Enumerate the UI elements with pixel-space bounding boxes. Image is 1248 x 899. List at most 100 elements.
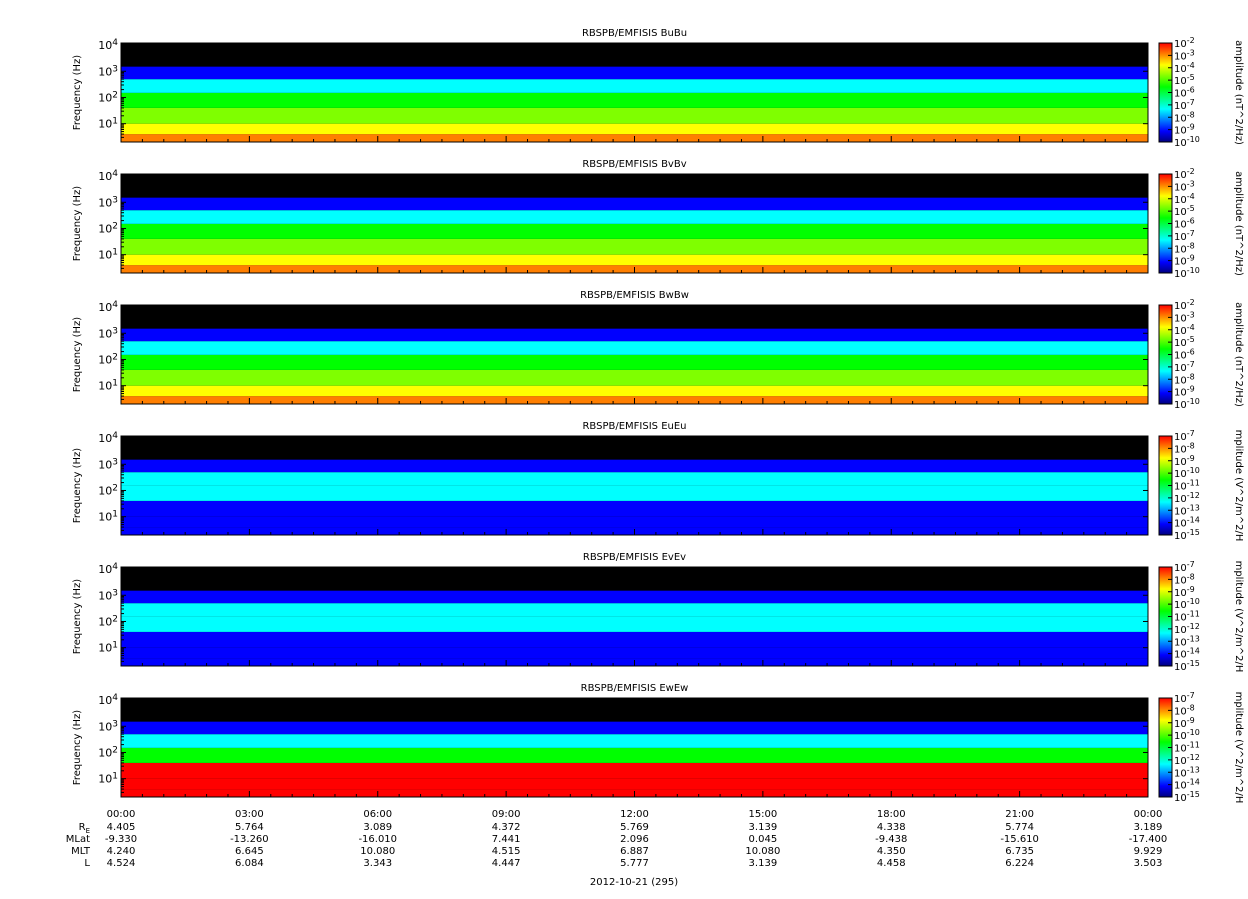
colorbar-tick-label-base: 10 [1174, 756, 1187, 767]
date-label: 2012-10-21 (295) [590, 877, 678, 888]
colorbar-tick-label-base: 10 [1174, 269, 1187, 280]
ephemeris-name: L [84, 858, 90, 869]
colorbar-tick-label-exponent: -14 [1187, 647, 1200, 656]
spectrogram-band [121, 92, 1148, 108]
y-tick-label-exponent: 3 [112, 588, 118, 598]
y-axis-label: Frequency (Hz) [72, 710, 83, 786]
y-tick-label: 103 [98, 326, 118, 340]
y-tick-label-exponent: 2 [112, 745, 118, 755]
spectrogram-band [121, 66, 1148, 80]
spectrogram-band [121, 459, 1148, 473]
ephemeris-value: -15.610 [1000, 834, 1039, 845]
colorbar-tick-label-exponent: -8 [1187, 572, 1195, 581]
colorbar-tick-label: 10-13 [1174, 634, 1200, 648]
colorbar-tick-label-exponent: -6 [1187, 217, 1195, 226]
ephemeris-value: 5.769 [620, 822, 649, 833]
colorbar-tick-label-exponent: -3 [1187, 48, 1195, 57]
colorbar-tick-label: 10-9 [1174, 716, 1195, 730]
colorbar-tick-label-exponent: -8 [1187, 703, 1195, 712]
y-tick-label: 103 [98, 588, 118, 602]
colorbar-tick-label-exponent: -7 [1187, 98, 1195, 107]
y-tick-label-exponent: 4 [112, 38, 118, 48]
panel-title: RBSPB/EMFISIS BvBv [582, 159, 686, 170]
colorbar-tick-label-exponent: -13 [1187, 634, 1200, 643]
colorbar-tick-label-exponent: -11 [1187, 479, 1200, 488]
y-tick-label: 101 [98, 379, 118, 393]
colorbar-tick-label-base: 10 [1174, 531, 1187, 542]
colorbar-tick-label: 10-10 [1174, 266, 1200, 280]
colorbar-tick-label: 10-10 [1174, 466, 1200, 480]
colorbar-tick-label-exponent: -9 [1187, 385, 1195, 394]
ephemeris-value: 3.139 [749, 822, 778, 833]
colorbar-tick-label-exponent: -12 [1187, 491, 1200, 500]
y-tick-label-base: 10 [98, 222, 112, 235]
ephemeris-value: -17.400 [1129, 834, 1168, 845]
ephemeris-value: 3.089 [363, 822, 392, 833]
y-tick-label-exponent: 4 [112, 300, 118, 310]
spectrogram-band [121, 603, 1148, 617]
colorbar-tick-label-base: 10 [1174, 375, 1187, 386]
y-tick-label-exponent: 4 [112, 169, 118, 179]
spectrogram-band [121, 238, 1148, 255]
spectrogram-band [121, 762, 1148, 779]
colorbar-tick-label-exponent: -10 [1187, 266, 1200, 275]
x-tick-label: 21:00 [1005, 809, 1034, 820]
y-tick-label: 104 [98, 300, 118, 314]
ephemeris-name: MLT [71, 846, 91, 857]
colorbar-tick-label: 10-12 [1174, 622, 1200, 636]
colorbar-tick-label-exponent: -7 [1187, 560, 1195, 569]
ephemeris-value: -13.260 [230, 834, 269, 845]
spectrogram-band [121, 385, 1148, 397]
colorbar-tick-label-base: 10 [1174, 232, 1187, 243]
y-tick-label-exponent: 3 [112, 457, 118, 467]
colorbar-tick-label-exponent: -9 [1187, 454, 1195, 463]
spectrogram-band [121, 734, 1148, 748]
colorbar-tick-label-base: 10 [1174, 457, 1187, 468]
ephemeris-value: 6.887 [620, 846, 649, 857]
colorbar-tick-label: 10-8 [1174, 441, 1195, 455]
colorbar-tick-label-base: 10 [1174, 662, 1187, 673]
y-tick-label-base: 10 [98, 327, 112, 340]
colorbar-tick-label-exponent: -14 [1187, 516, 1200, 525]
y-tick-label-exponent: 3 [112, 64, 118, 74]
y-axis-label: Frequency (Hz) [72, 186, 83, 262]
y-tick-label-base: 10 [98, 458, 112, 471]
colorbar-tick-label-exponent: -7 [1187, 691, 1195, 700]
colorbar-tick-label-exponent: -10 [1187, 597, 1200, 606]
colorbar-tick-label: 10-6 [1174, 217, 1195, 231]
spectrogram-band [121, 354, 1148, 370]
colorbar-tick-label-exponent: -9 [1187, 123, 1195, 132]
y-tick-label-exponent: 1 [112, 117, 118, 127]
spectrogram-band [121, 590, 1148, 604]
colorbar-tick-label-exponent: -10 [1187, 135, 1200, 144]
ephemeris-value: 3.189 [1134, 822, 1163, 833]
colorbar-tick-label-base: 10 [1174, 600, 1187, 611]
colorbar-tick-label: 10-9 [1174, 585, 1195, 599]
colorbar-tick-label-base: 10 [1174, 482, 1187, 493]
y-tick-label-exponent: 1 [112, 248, 118, 258]
colorbar-tick-label-base: 10 [1174, 444, 1187, 455]
colorbar-tick-label: 10-8 [1174, 703, 1195, 717]
y-tick-label-exponent: 2 [112, 221, 118, 231]
y-tick-label-base: 10 [98, 694, 112, 707]
colorbar-tick-label-base: 10 [1174, 126, 1187, 137]
ephemeris-value: 7.441 [492, 834, 521, 845]
colorbar-tick-label-base: 10 [1174, 76, 1187, 87]
colorbar-tick-label: 10-8 [1174, 241, 1195, 255]
colorbar-tick-label: 10-7 [1174, 229, 1195, 243]
colorbar-tick-label-base: 10 [1174, 301, 1187, 312]
y-tick-label-exponent: 4 [112, 431, 118, 441]
colorbar-tick-label: 10-11 [1174, 610, 1200, 624]
y-tick-label: 103 [98, 195, 118, 209]
colorbar-tick-label-exponent: -6 [1187, 86, 1195, 95]
colorbar-tick-label-exponent: -2 [1187, 298, 1195, 307]
ephemeris-value: 3.343 [363, 858, 392, 869]
y-tick-label: 101 [98, 772, 118, 786]
colorbar-tick-label: 10-4 [1174, 192, 1195, 206]
colorbar-tick-label-exponent: -15 [1187, 790, 1200, 799]
colorbar-tick-label: 10-3 [1174, 310, 1195, 324]
y-axis-label: Frequency (Hz) [72, 317, 83, 393]
spectrogram-band [121, 369, 1148, 386]
colorbar-tick-label-base: 10 [1174, 563, 1187, 574]
